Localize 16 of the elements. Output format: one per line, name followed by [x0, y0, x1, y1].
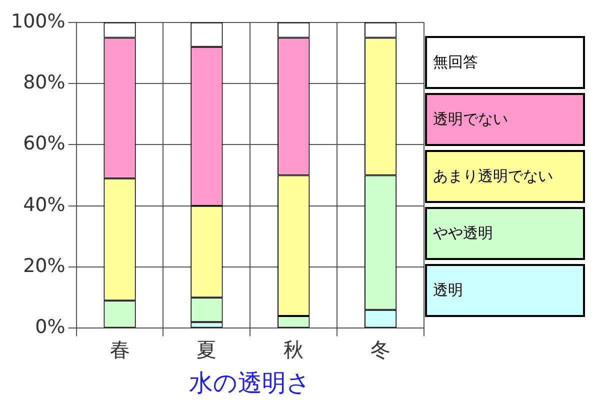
- x-tick-label: 夏: [196, 337, 217, 362]
- y-tick-label: 60%: [23, 132, 66, 155]
- x-axis-title: 水の透明さ: [189, 368, 312, 397]
- text: 無回答: [433, 53, 478, 72]
- y-tick-label: 80%: [23, 71, 66, 94]
- x-tick-label: 春: [110, 337, 130, 362]
- text: あまり透明でない: [433, 167, 553, 186]
- text: やや透明: [433, 224, 493, 243]
- y-tick-label: 40%: [23, 194, 66, 216]
- x-tick-label: 冬: [370, 337, 391, 362]
- y-tick-label: 20%: [23, 254, 66, 277]
- y-tick-label: 0%: [35, 316, 66, 338]
- x-tick-label: 秋: [284, 337, 304, 362]
- y-tick-label: 100%: [10, 10, 66, 32]
- text: 透明: [433, 281, 463, 300]
- text: 透明でない: [433, 110, 508, 129]
